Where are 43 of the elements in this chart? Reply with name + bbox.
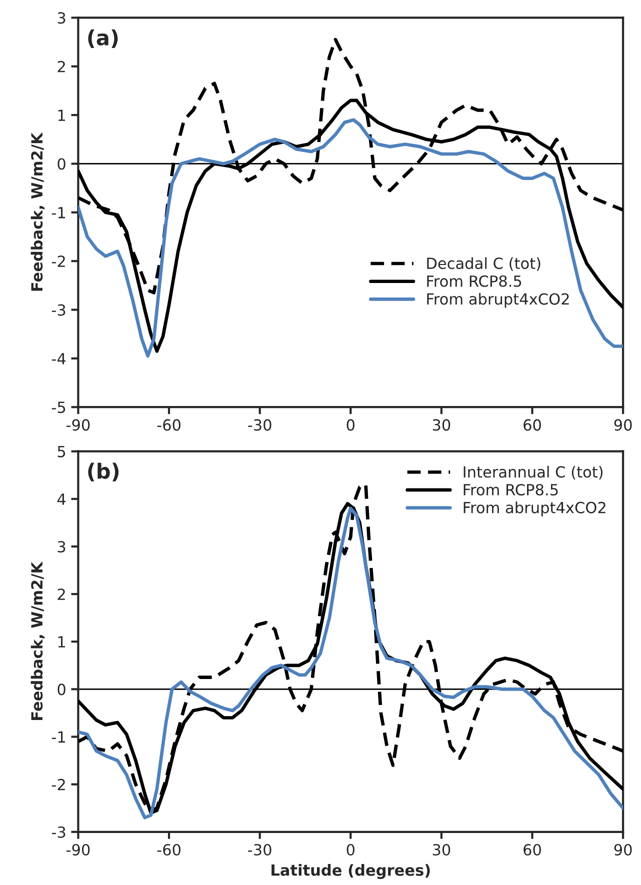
y-tick-label: 5 <box>58 446 66 458</box>
x-axis-title: Latitude (degrees) <box>272 864 430 879</box>
y-tick-label: 4 <box>57 494 66 505</box>
x-tick-label: 60 <box>524 419 541 431</box>
legend-label: From RCP8.5 <box>427 275 522 287</box>
x-tick-label: -30 <box>248 419 272 431</box>
y-tick-label: -5 <box>52 402 66 414</box>
x-tick-label: -30 <box>248 844 272 856</box>
legend-label: From abrupt4xCO2 <box>427 292 569 308</box>
y-tick-label: -2 <box>52 778 65 790</box>
y-tick-label: -3 <box>52 304 66 316</box>
x-tick-label: 90 <box>614 844 632 856</box>
y-tick-label: -2 <box>52 256 65 267</box>
x-tick-label: -60 <box>157 419 180 431</box>
x-tick-label: 0 <box>346 419 354 431</box>
y-tick-label: -4 <box>52 353 66 364</box>
y-axis-title: Feedback, W/m2/K <box>30 561 45 720</box>
x-tick-label: 60 <box>524 844 541 856</box>
legend-label: From abrupt4xCO2 <box>464 502 606 516</box>
x-tick-label: -60 <box>157 844 180 856</box>
x-tick-label: -90 <box>66 419 90 431</box>
x-tick-label: 90 <box>614 419 632 431</box>
y-tick-label: -1 <box>52 731 65 743</box>
y-tick-label: 2 <box>58 588 65 600</box>
y-tick-label: -1 <box>52 207 65 218</box>
x-tick-label: 0 <box>346 844 354 856</box>
y-axis-title: Feedback, W/m2/K <box>30 132 45 291</box>
annotation: (b) <box>88 462 119 482</box>
x-tick-label: 30 <box>432 419 450 431</box>
y-tick-label: 1 <box>58 110 65 121</box>
y-tick-label: 3 <box>58 12 66 24</box>
y-tick-label: 0 <box>58 158 66 170</box>
annotation: (a) <box>88 29 118 48</box>
y-tick-label: 0 <box>58 684 66 696</box>
legend-label: Interannual C (tot) <box>464 466 603 480</box>
x-tick-label: 30 <box>432 844 450 856</box>
y-tick-label: -3 <box>52 826 66 838</box>
legend-label: Decadal C (tot) <box>427 257 540 271</box>
legend-label: From RCP8.5 <box>464 484 558 496</box>
y-tick-label: 2 <box>58 60 65 72</box>
x-tick-label: -90 <box>66 844 90 856</box>
y-tick-label: 1 <box>58 636 65 648</box>
y-tick-label: 3 <box>58 540 66 553</box>
